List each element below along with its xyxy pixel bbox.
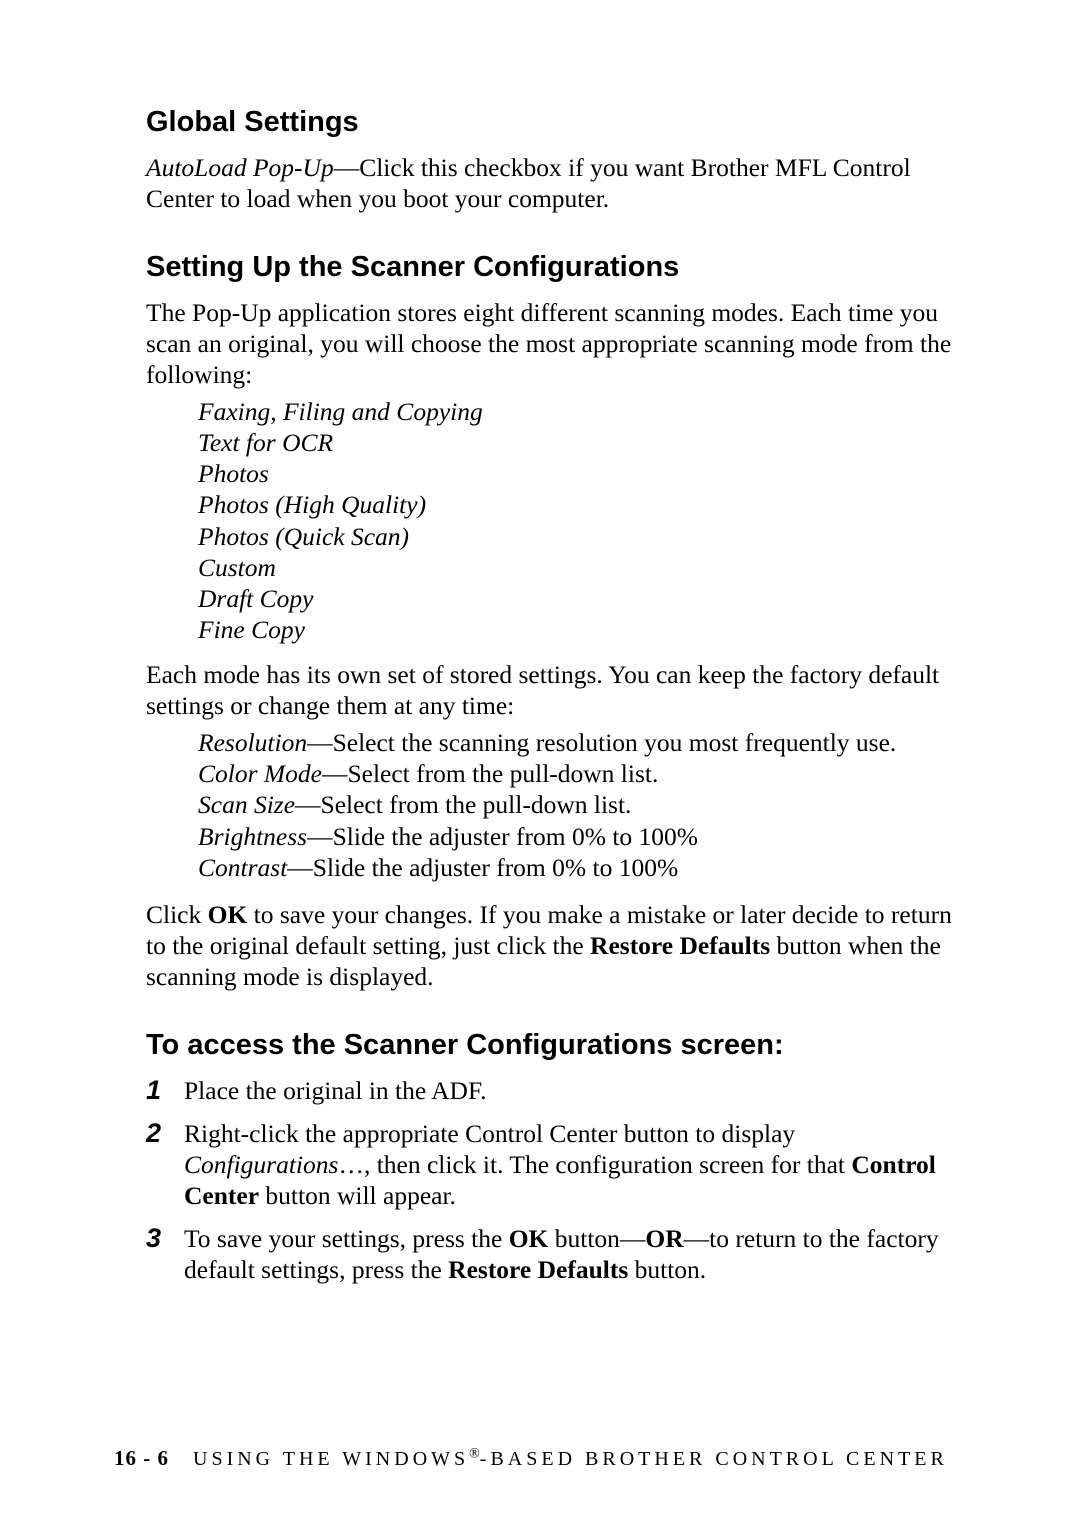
term: Color Mode (198, 759, 322, 788)
label-ok: OK (509, 1224, 549, 1253)
footer-title-post: -BASED BROTHER CONTROL CENTER (480, 1448, 948, 1470)
desc: —Slide the adjuster from 0% to 100% (307, 822, 698, 851)
page-footer: 16 - 6 USING THE WINDOWS®-BASED BROTHER C… (114, 1446, 948, 1471)
text: Right-click the appropriate Control Cent… (184, 1119, 795, 1148)
list-mode-settings: Resolution—Select the scanning resolutio… (198, 727, 970, 883)
list-item: Custom (198, 552, 970, 583)
section-scanner-config: Setting Up the Scanner Configurations Th… (146, 250, 970, 992)
text: button will appear. (259, 1181, 456, 1210)
step-text: Place the original in the ADF. (184, 1075, 487, 1106)
text: …, then click it. The configuration scre… (338, 1150, 851, 1179)
label-ok: OK (208, 900, 248, 929)
text: button— (548, 1224, 645, 1253)
list-item: Color Mode—Select from the pull-down lis… (198, 758, 970, 789)
list-item: Contrast—Slide the adjuster from 0% to 1… (198, 852, 970, 883)
step-1: 1 Place the original in the ADF. (146, 1075, 970, 1106)
page-number: 16 - 6 (114, 1446, 169, 1470)
step-number: 1 (146, 1075, 184, 1106)
step-3: 3 To save your settings, press the OK bu… (146, 1223, 970, 1285)
list-item: Brightness—Slide the adjuster from 0% to… (198, 821, 970, 852)
label-restore-defaults: Restore Defaults (590, 931, 770, 960)
desc: —Select from the pull-down list. (322, 759, 658, 788)
step-text: To save your settings, press the OK butt… (184, 1223, 970, 1285)
desc: —Select the scanning resolution you most… (307, 728, 896, 757)
term: Scan Size (198, 790, 295, 819)
list-item: Photos (Quick Scan) (198, 521, 970, 552)
label-restore-defaults: Restore Defaults (448, 1255, 628, 1284)
registered-icon: ® (469, 1446, 480, 1461)
list-scanning-modes: Faxing, Filing and Copying Text for OCR … (198, 396, 970, 645)
label-or: OR (645, 1224, 683, 1253)
heading-access-screen: To access the Scanner Configurations scr… (146, 1028, 970, 1063)
term-autoload-popup: AutoLoad Pop-Up (146, 153, 334, 182)
term: Contrast (198, 853, 287, 882)
desc: —Slide the adjuster from 0% to 100% (287, 853, 678, 882)
list-item: Faxing, Filing and Copying (198, 396, 970, 427)
list-item: Fine Copy (198, 614, 970, 645)
list-item: Draft Copy (198, 583, 970, 614)
desc: —Select from the pull-down list. (295, 790, 631, 819)
para-save-changes: Click OK to save your changes. If you ma… (146, 899, 970, 992)
list-item: Photos (High Quality) (198, 489, 970, 520)
footer-title-pre: USING THE WINDOWS (193, 1448, 469, 1470)
text: Click (146, 900, 208, 929)
para-autoload: AutoLoad Pop-Up—Click this checkbox if y… (146, 152, 970, 214)
step-number: 3 (146, 1223, 184, 1254)
section-access-screen: To access the Scanner Configurations scr… (146, 1028, 970, 1285)
term: Resolution (198, 728, 307, 757)
list-item: Resolution—Select the scanning resolutio… (198, 727, 970, 758)
heading-scanner-config: Setting Up the Scanner Configurations (146, 250, 970, 285)
step-text: Right-click the appropriate Control Cent… (184, 1118, 970, 1211)
term: Brightness (198, 822, 307, 851)
step-2: 2 Right-click the appropriate Control Ce… (146, 1118, 970, 1211)
list-item: Scan Size—Select from the pull-down list… (198, 789, 970, 820)
heading-global-settings: Global Settings (146, 105, 970, 140)
para-intro-modes: The Pop-Up application stores eight diff… (146, 297, 970, 390)
list-item: Photos (198, 458, 970, 489)
text: To save your settings, press the (184, 1224, 509, 1253)
list-item: Text for OCR (198, 427, 970, 458)
document-page: Global Settings AutoLoad Pop-Up—Click th… (0, 0, 1080, 1529)
text: button. (628, 1255, 706, 1284)
list-steps: 1 Place the original in the ADF. 2 Right… (146, 1075, 970, 1286)
section-global-settings: Global Settings AutoLoad Pop-Up—Click th… (146, 105, 970, 214)
para-mode-settings: Each mode has its own set of stored sett… (146, 659, 970, 721)
term-configurations: Configurations (184, 1150, 338, 1179)
step-number: 2 (146, 1118, 184, 1149)
